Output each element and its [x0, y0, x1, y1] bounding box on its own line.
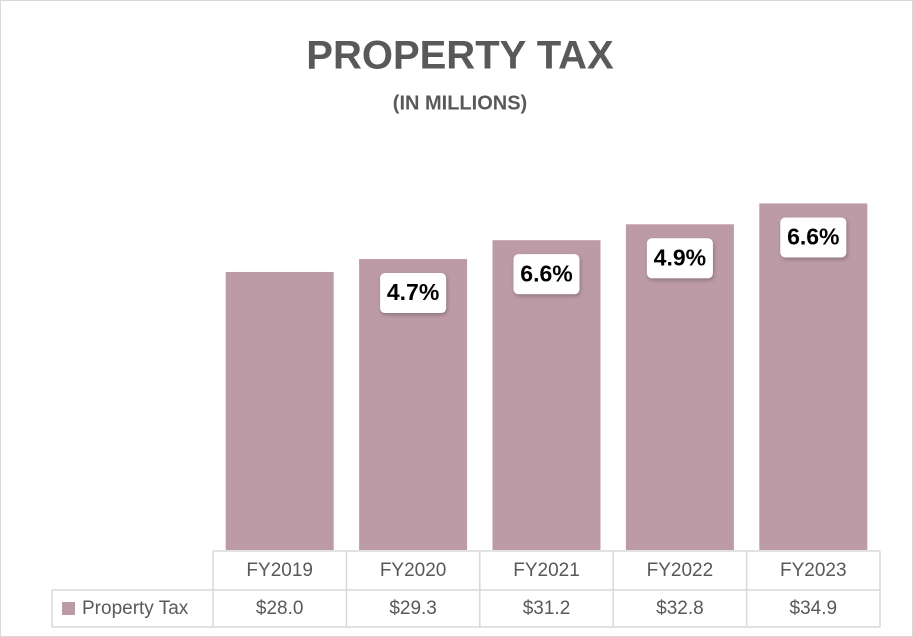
- x-tick-label: FY2022: [647, 560, 714, 581]
- x-tick-label: FY2023: [780, 560, 847, 581]
- growth-label: 6.6%: [520, 260, 572, 286]
- chart-subtitle: (IN MILLIONS): [393, 92, 527, 114]
- bar: [759, 203, 868, 550]
- bar: [625, 224, 734, 550]
- growth-label-box: [513, 254, 580, 295]
- table-value: $31.2: [523, 598, 571, 619]
- growth-label: 4.7%: [387, 279, 439, 305]
- legend-label: Property Tax: [82, 598, 189, 619]
- growth-label: 4.9%: [654, 244, 706, 270]
- bar: [225, 271, 334, 550]
- legend-swatch: [62, 602, 75, 615]
- table-value: $32.8: [656, 598, 704, 619]
- x-tick-label: FY2021: [513, 560, 580, 581]
- growth-label-box: [380, 273, 447, 314]
- chart-title: PROPERTY TAX: [306, 34, 614, 78]
- table-value: $29.3: [389, 598, 437, 619]
- table-value: $28.0: [256, 598, 304, 619]
- x-tick-label: FY2020: [380, 560, 447, 581]
- growth-label-box: [780, 217, 847, 258]
- growth-label-box: [646, 238, 713, 279]
- x-tick-label: FY2019: [246, 560, 313, 581]
- growth-label: 6.6%: [787, 224, 839, 250]
- table-value: $34.9: [790, 598, 838, 619]
